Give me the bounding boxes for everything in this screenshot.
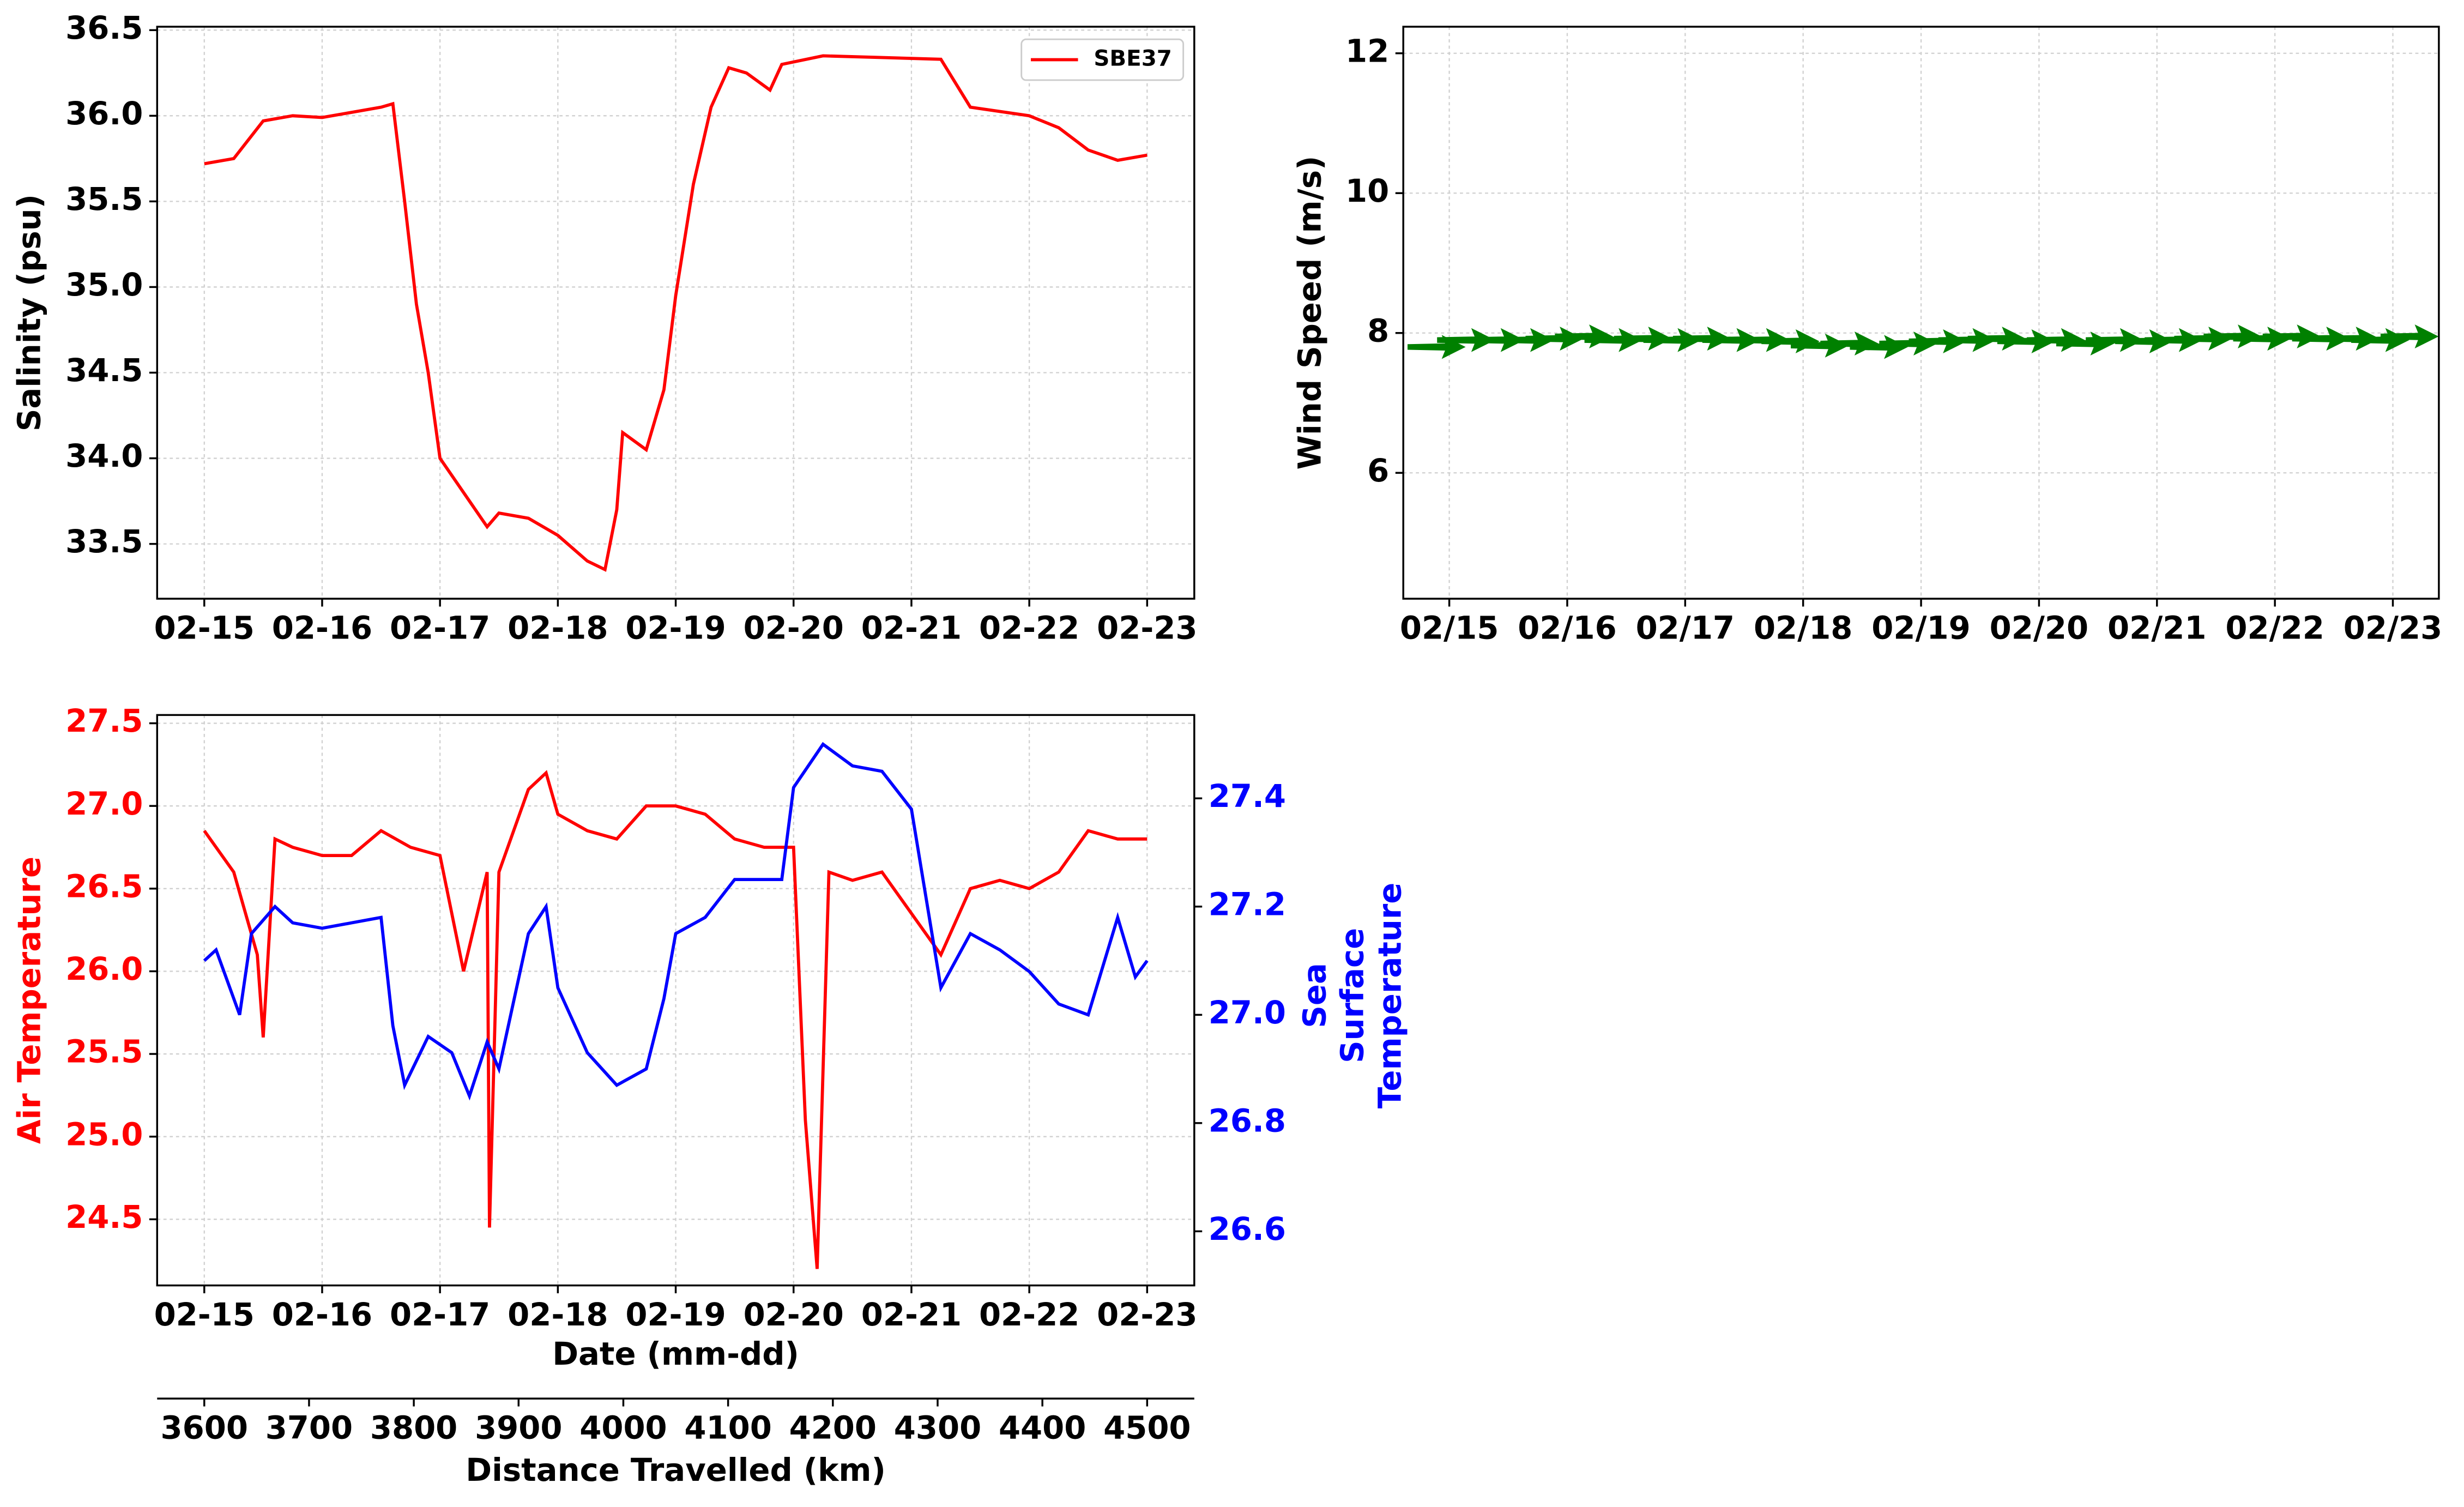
wind-arrow [2203, 324, 2262, 349]
y2-axis-label: Sea [1296, 963, 1333, 1028]
wind-arrow [1584, 328, 1643, 352]
y2-tick-label: 27.0 [1209, 994, 1286, 1031]
x-tick-label: 02/22 [2225, 609, 2324, 646]
wind-arrow [1938, 328, 1997, 352]
x-tick-label: 02-23 [1097, 1296, 1197, 1333]
y-tick-label: 26.0 [65, 950, 143, 987]
x-tick-label: 02-23 [1097, 609, 1197, 646]
wind-arrow [1702, 328, 1761, 352]
y-tick-label: 35.0 [65, 266, 143, 303]
x2-tick-label: 4100 [684, 1409, 771, 1446]
wind-arrow [1496, 328, 1554, 352]
wind-arrow [1672, 327, 1731, 351]
y-tick-label: 12 [1345, 32, 1389, 69]
x-tick-label: 02-15 [154, 609, 255, 646]
wind-arrow [1909, 329, 1967, 353]
wind-arrow [1466, 328, 1525, 352]
wind-arrow [2115, 329, 2173, 353]
axes-frame [1402, 26, 2440, 600]
x-tick-label: 02-17 [390, 609, 490, 646]
y2-tick-label: 26.8 [1209, 1102, 1286, 1139]
x-tick-label: 02/15 [1400, 609, 1499, 646]
y-axis-label: Wind Speed (m/s) [1291, 156, 1328, 470]
wind-arrow [2380, 324, 2439, 349]
y-tick-label: 27.0 [65, 785, 143, 822]
x-tick-label: 02/21 [2107, 609, 2206, 646]
x-tick-label: 02-16 [272, 609, 372, 646]
x-tick-label: 02-18 [508, 1296, 608, 1333]
x2-tick-label: 4000 [579, 1409, 667, 1446]
x2-tick-label: 3800 [370, 1409, 457, 1446]
y-tick-label: 33.5 [65, 523, 143, 560]
legend-label: SBE37 [1094, 46, 1172, 71]
y2-tick-label: 27.4 [1209, 777, 1286, 815]
wind-arrow [2262, 324, 2321, 349]
x2-tick-label: 3700 [265, 1409, 353, 1446]
wind-arrow [2292, 327, 2351, 351]
x-tick-label: 02/19 [1871, 609, 1970, 646]
y-tick-label: 25.5 [65, 1033, 143, 1070]
x-tick-label: 02-19 [625, 1296, 726, 1333]
x2-tick-label: 4500 [1103, 1409, 1191, 1446]
axes-frame [156, 714, 1195, 1287]
y-tick-label: 24.5 [65, 1198, 143, 1235]
x2-tick-label: 4300 [894, 1409, 981, 1446]
x-tick-label: 02/16 [1518, 609, 1616, 646]
x-tick-label: 02-20 [744, 1296, 844, 1333]
x2-axis-label: Distance Travelled (km) [466, 1451, 886, 1488]
y2-axis-label: Surface [1333, 928, 1370, 1063]
wind-arrow [2145, 328, 2203, 352]
x-tick-label: 02-21 [861, 609, 962, 646]
y-tick-label: 10 [1345, 172, 1389, 209]
x-tick-label: 02/20 [1990, 609, 2088, 646]
axes-frame [156, 26, 1195, 600]
x-tick-label: 02-21 [861, 1296, 962, 1333]
y-tick-label: 25.0 [65, 1116, 143, 1153]
wind-arrow [1437, 328, 1495, 352]
x2-tick-label: 4200 [789, 1409, 877, 1446]
x-tick-label: 02-22 [979, 1296, 1079, 1333]
x2-tick-label: 3900 [475, 1409, 562, 1446]
wind-arrow [1997, 329, 2056, 353]
x-tick-label: 02/17 [1636, 609, 1735, 646]
y-tick-label: 8 [1367, 312, 1389, 349]
x2-tick-label: 3600 [161, 1409, 248, 1446]
wind-arrow [2321, 327, 2380, 351]
wind-arrow [1731, 328, 1790, 352]
y-tick-label: 34.0 [65, 437, 143, 474]
x-tick-label: 02-20 [744, 609, 844, 646]
x-tick-label: 02-17 [390, 1296, 490, 1333]
x-tick-label: 02-15 [154, 1296, 255, 1333]
x-tick-label: 02-16 [272, 1296, 372, 1333]
x-tick-label: 02/18 [1754, 609, 1852, 646]
y-tick-label: 35.5 [65, 180, 143, 218]
x-tick-label: 02/23 [2344, 609, 2442, 646]
x-tick-label: 02-22 [979, 609, 1079, 646]
y2-tick-label: 27.2 [1209, 885, 1286, 923]
wind-arrow [1643, 328, 1702, 352]
data-line [204, 54, 1148, 572]
y2-tick-label: 26.6 [1209, 1210, 1286, 1247]
x-axis-label: Date (mm-dd) [552, 1335, 799, 1372]
legend-box [1020, 38, 1185, 81]
y-tick-label: 34.5 [65, 352, 143, 389]
x-tick-label: 02-18 [508, 609, 608, 646]
x-tick-label: 02-19 [625, 609, 726, 646]
y2-axis-label: Temperature [1372, 883, 1409, 1108]
y-axis-label: Air Temperature [10, 857, 47, 1144]
wind-arrow [2086, 328, 2144, 352]
data-line [203, 742, 1149, 1101]
y-tick-label: 36.5 [65, 9, 143, 46]
y-tick-label: 36.0 [65, 95, 143, 132]
x2-tick-label: 4400 [999, 1409, 1086, 1446]
y-tick-label: 27.5 [65, 702, 143, 739]
y-tick-label: 26.5 [65, 867, 143, 905]
y-tick-label: 6 [1367, 452, 1389, 489]
y-axis-label: Salinity (psu) [10, 194, 47, 431]
wind-arrow [1614, 327, 1672, 351]
data-line [203, 770, 1148, 1269]
